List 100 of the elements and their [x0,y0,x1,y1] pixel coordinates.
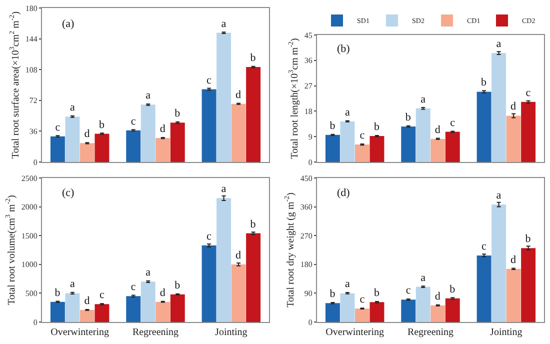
x-tick-label: Overwintering [50,327,109,338]
bar [445,298,460,322]
y-tick-label: 360 [300,202,312,212]
data-label: d [84,128,90,140]
data-label: a [496,38,502,50]
data-label: c [55,121,60,134]
y-tick-label: 180 [25,4,38,13]
bar [246,67,261,162]
bar [170,294,185,322]
data-label: a [420,93,426,106]
bar [325,303,340,322]
data-label: a [146,266,151,279]
bar [492,53,506,162]
bar [445,132,460,162]
bar [50,136,65,162]
bar [476,92,492,162]
bar [126,130,141,162]
data-label: a [221,183,226,196]
bar [80,310,94,322]
y-tick-label: 9 [308,132,312,142]
y-tick-label: 2500 [21,174,38,183]
bar [140,282,156,322]
bar [216,198,232,322]
y-tick-label: 0 [308,318,312,327]
annotation: (a) [62,18,75,30]
x-tick-label: Regreening [407,327,454,338]
data-label: c [406,284,411,297]
bar [202,89,216,162]
annotation: (b) [337,43,350,55]
data-label: b [54,286,61,299]
bar [80,143,94,162]
data-label: d [434,124,441,136]
data-label: c [482,240,487,252]
bar [126,296,141,322]
bar [216,32,232,162]
bar [231,104,246,162]
data-label: a [221,18,226,30]
data-label: c [450,116,456,129]
data-label: d [510,254,517,266]
bar [430,305,446,322]
bar [340,121,355,162]
annotation: (d) [337,187,350,199]
bar [506,116,521,162]
data-label: b [98,118,105,131]
y-tick-label: 500 [25,289,38,298]
y-tick-label: 0 [308,158,312,167]
x-tick-label: Overwintering [326,327,384,338]
data-label: b [250,218,256,230]
data-label: b [174,108,181,120]
y-tick-label: 0 [33,318,38,327]
data-label: a [146,90,151,102]
data-label: b [450,283,456,296]
y-tick-label: 2000 [21,202,38,212]
y-tick-label: 45 [304,30,312,40]
data-label: a [70,102,75,114]
data-label: b [374,287,380,300]
data-label: c [360,294,365,306]
y-tick-label: 270 [300,231,312,240]
bar [416,286,430,322]
data-label: b [250,52,256,64]
y-tick-label: 18 [304,107,312,116]
data-label: d [236,88,242,101]
bar [325,134,340,162]
y-tick-label: 144 [25,34,38,44]
data-label: d [434,290,441,302]
bar [231,264,246,322]
bar [50,302,65,322]
data-label: b [481,76,488,89]
data-label: b [374,121,380,134]
bar [370,302,384,322]
bar [170,122,185,162]
bar [401,300,416,322]
data-label: c [206,230,212,242]
bar [506,268,521,322]
bar [476,255,492,322]
y-tick-label: 1500 [21,231,38,240]
data-label: c [130,115,136,128]
bar [430,138,446,162]
bar [521,248,536,322]
data-label: b [330,120,336,132]
data-label: d [510,100,517,113]
bar [521,102,536,162]
data-label: d [236,249,242,262]
y-tick-label: 36 [304,56,312,66]
annotation: (c) [62,187,75,199]
y-tick-label: 180 [300,260,312,270]
data-label: b [330,288,336,300]
data-label: c [99,289,104,302]
data-label: a [344,278,350,290]
bar [370,136,384,162]
y-tick-label: 27 [304,82,312,91]
bar [202,245,216,322]
bar [65,293,80,322]
bar [246,233,261,322]
bar [156,302,170,322]
bar [416,108,430,162]
data-label: b [405,111,412,124]
y-tick-label: 1000 [21,260,38,270]
data-label: a [70,278,75,290]
bar [492,204,506,322]
